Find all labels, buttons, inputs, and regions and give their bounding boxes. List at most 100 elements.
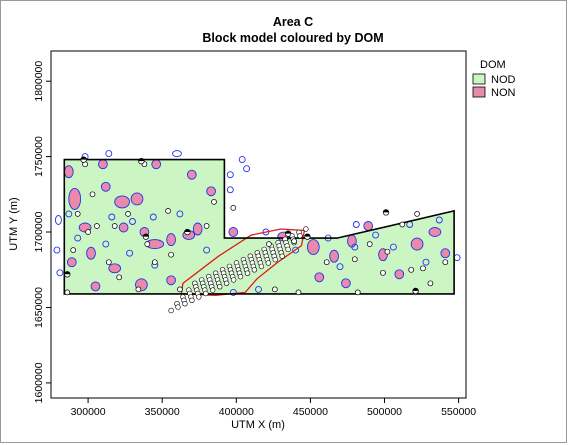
legend-label-nod: NOD xyxy=(491,74,516,86)
non-contour xyxy=(226,186,234,194)
drillhole xyxy=(135,286,142,293)
drillhole xyxy=(351,256,358,263)
y-tick-label: 1800000 xyxy=(33,61,45,102)
drillhole xyxy=(380,269,386,276)
zone-drillhole xyxy=(272,256,278,263)
drillhole xyxy=(111,223,118,229)
drillhole-half xyxy=(382,209,390,216)
non-contour xyxy=(176,210,184,218)
non-contour xyxy=(102,240,110,248)
non-contour xyxy=(129,218,136,225)
non-patch xyxy=(341,278,351,289)
non-patch xyxy=(428,227,442,237)
drillhole xyxy=(366,241,373,247)
y-axis-label: UTM Y (m) xyxy=(8,197,20,250)
zone-drillhole xyxy=(279,253,285,259)
non-contour xyxy=(372,231,380,239)
non-contour xyxy=(453,254,461,262)
drillhole xyxy=(442,259,449,266)
drillhole-fill xyxy=(138,158,145,162)
y-tick-label: 1600000 xyxy=(33,362,45,403)
drillhole xyxy=(105,259,112,266)
drillhole-half xyxy=(412,287,419,295)
non-patch xyxy=(100,181,111,192)
non-patch xyxy=(130,192,144,206)
drillhole xyxy=(266,241,272,247)
non-contour xyxy=(243,165,251,173)
drillhole-fill xyxy=(383,209,389,213)
non-contour xyxy=(435,216,443,224)
drillhole xyxy=(85,229,91,235)
x-tick-label: 350000 xyxy=(145,406,180,418)
drillhole-half xyxy=(142,233,150,240)
y-tick-label: 1700000 xyxy=(33,211,45,252)
non-contour xyxy=(74,234,82,242)
non-contour xyxy=(351,243,359,251)
drillhole xyxy=(427,280,434,287)
drillhole-half xyxy=(304,233,311,240)
non-patch xyxy=(329,249,339,263)
non-patch xyxy=(108,263,122,274)
plot-area xyxy=(50,50,467,399)
drillhole-fill xyxy=(64,271,71,275)
zone-drillhole xyxy=(210,287,216,293)
x-tick-label: 400000 xyxy=(219,406,254,418)
non-contour xyxy=(172,150,182,158)
non-patch xyxy=(66,257,77,268)
non-patch xyxy=(98,159,108,170)
drillhole xyxy=(414,211,420,217)
drillhole xyxy=(116,274,123,281)
drillhole xyxy=(420,265,426,272)
non-patch xyxy=(114,195,130,209)
drillhole xyxy=(94,223,100,229)
drillhole xyxy=(384,248,391,255)
zone-drillhole xyxy=(265,260,271,266)
non-patch xyxy=(186,169,197,180)
legend-title: DOM xyxy=(480,59,506,71)
drillhole-fill xyxy=(80,156,87,160)
non-contour xyxy=(56,269,64,277)
drillhole xyxy=(230,205,237,211)
drillhole xyxy=(177,286,183,293)
drillhole xyxy=(291,238,297,244)
x-tick-label: 550000 xyxy=(441,406,476,418)
zone-drillhole xyxy=(217,284,223,290)
drillhole-half xyxy=(184,228,191,236)
drillhole-half xyxy=(64,271,71,278)
drillhole xyxy=(89,191,96,198)
non-patch xyxy=(410,237,424,251)
drillhole xyxy=(203,223,210,229)
drillhole xyxy=(399,221,406,228)
legend-swatch-non xyxy=(472,86,486,98)
zone-drillhole xyxy=(203,290,209,297)
legend-swatch-nod xyxy=(472,73,486,85)
non-contour xyxy=(238,156,246,164)
non-patch xyxy=(363,221,374,231)
drillhole xyxy=(125,211,131,217)
drillhole-half xyxy=(284,230,292,237)
non-patch xyxy=(118,222,129,233)
legend: DOM NOD NON xyxy=(472,59,516,99)
non-contour xyxy=(336,263,344,271)
drillhole xyxy=(323,259,330,266)
zone-drillhole xyxy=(297,233,303,239)
non-patch xyxy=(68,187,82,210)
non-patch xyxy=(151,159,162,170)
model-boundary xyxy=(63,158,455,295)
non-contour xyxy=(203,246,211,254)
non-contour xyxy=(352,221,360,228)
zone-drillhole xyxy=(244,270,251,276)
drillhole-fill xyxy=(304,233,311,237)
drillhole xyxy=(211,199,217,205)
non-patch xyxy=(228,227,239,237)
x-tick-label: 450000 xyxy=(293,406,328,418)
drillhole xyxy=(64,289,71,296)
x-tick-label: 300000 xyxy=(71,406,106,418)
x-axis: 300000 350000 400000 450000 500000 550000 xyxy=(71,398,476,418)
non-patch xyxy=(90,281,101,292)
non-patch xyxy=(394,269,405,280)
non-patch xyxy=(440,248,451,259)
non-contour xyxy=(108,213,116,221)
